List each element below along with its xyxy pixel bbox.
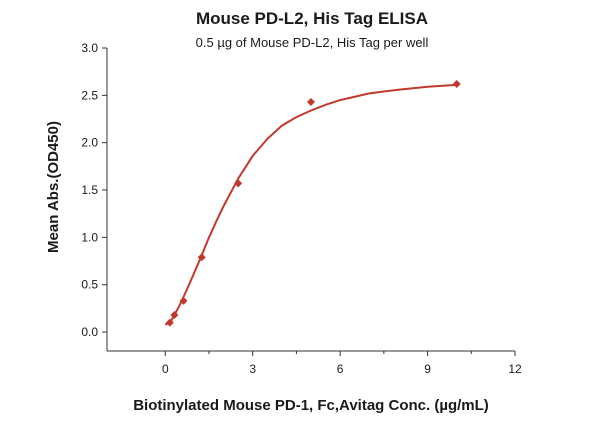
y-tick-label: 2.5 bbox=[81, 88, 98, 102]
x-tick-label: 12 bbox=[508, 362, 522, 376]
data-point bbox=[197, 253, 206, 262]
x-tick-label: 0 bbox=[162, 362, 169, 376]
data-points bbox=[165, 79, 461, 327]
data-point bbox=[170, 311, 179, 320]
y-tick-label: 1.0 bbox=[81, 230, 98, 244]
chart-subtitle: 0.5 µg of Mouse PD-L2, His Tag per well bbox=[196, 35, 429, 50]
y-axis-label: Mean Abs.(OD450) bbox=[45, 121, 62, 253]
data-point bbox=[234, 179, 243, 188]
x-axis-label: Biotinylated Mouse PD-1, Fc,Avitag Conc.… bbox=[133, 397, 489, 414]
y-tick-label: 3.0 bbox=[81, 41, 98, 55]
axes: 0 3 6 9 12 0.0 0.5 1.0 1.5 2.0 2.5 3.0 bbox=[81, 41, 522, 376]
x-ticks: 0 3 6 9 12 bbox=[162, 351, 522, 376]
y-ticks: 0.0 0.5 1.0 1.5 2.0 2.5 3.0 bbox=[81, 41, 107, 339]
data-point bbox=[452, 79, 461, 88]
data-point bbox=[307, 97, 315, 106]
y-tick-label: 2.0 bbox=[81, 136, 98, 150]
y-tick-label: 0.5 bbox=[81, 278, 98, 292]
chart-title: Mouse PD-L2, His Tag ELISA bbox=[196, 9, 428, 28]
data-point bbox=[179, 296, 188, 305]
data-point bbox=[165, 318, 174, 327]
fit-curve bbox=[164, 83, 457, 326]
x-tick-label: 9 bbox=[424, 362, 431, 376]
x-tick-label: 3 bbox=[249, 362, 256, 376]
y-tick-label: 0.0 bbox=[81, 325, 98, 339]
x-tick-label: 6 bbox=[337, 362, 344, 376]
y-tick-label: 1.5 bbox=[81, 183, 98, 197]
